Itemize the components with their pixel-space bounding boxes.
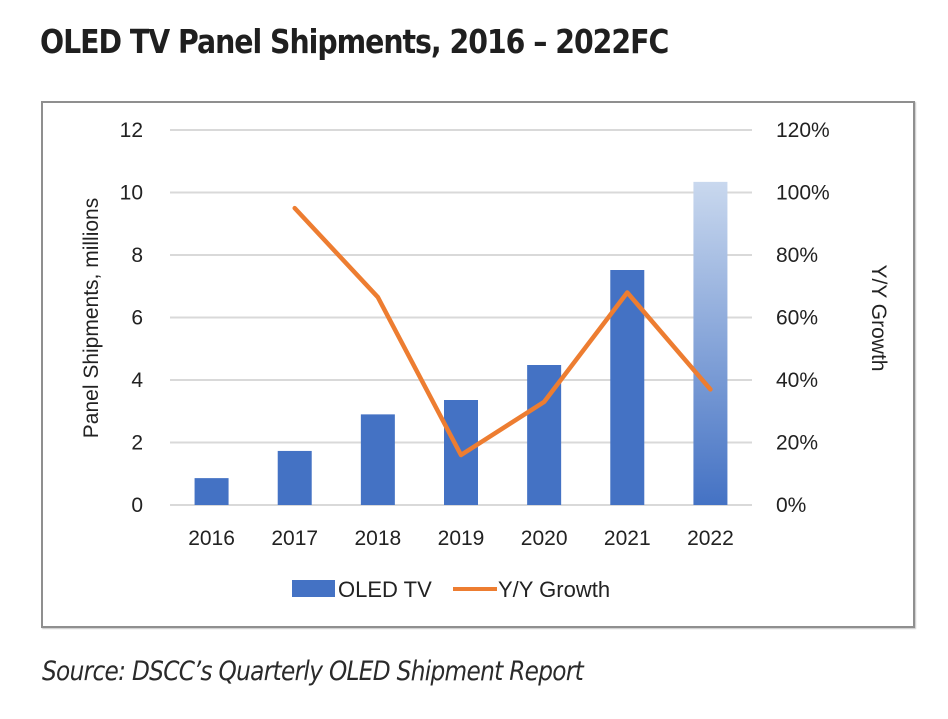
- source-caption: Source: DSCC’s Quarterly OLED Shipment R…: [42, 656, 584, 687]
- bar-2022: [693, 181, 728, 505]
- y-tick-label-right: 100%: [776, 182, 830, 205]
- y-axis-left-ticks: 0 2 4 6 8 10 12: [120, 119, 144, 517]
- y-tick-label-right: 0%: [776, 494, 806, 517]
- legend: OLED TV Y/Y Growth: [292, 577, 610, 602]
- legend-label-yy-growth: Y/Y Growth: [498, 577, 610, 602]
- y-tick-label-left: 4: [131, 369, 143, 392]
- y-tick-label-right: 120%: [776, 119, 830, 142]
- gridlines: [170, 129, 752, 506]
- line-yy-growth: [292, 205, 713, 458]
- bar-2016: [194, 478, 229, 505]
- y-axis-right-ticks: 0% 20% 40% 60% 80% 100% 120%: [776, 119, 830, 517]
- x-axis-ticks: 2016 2017 2018 2019 2020 2021 2022: [188, 527, 734, 550]
- x-tick-label: 2017: [271, 527, 318, 550]
- x-tick-label: 2022: [687, 527, 734, 550]
- chart-frame: [41, 101, 915, 628]
- legend-swatch-oled-tv: [292, 580, 335, 597]
- y-axis-left-title: Panel Shipments, millions: [80, 198, 103, 438]
- y-tick-label-right: 20%: [776, 432, 818, 455]
- line-series: [292, 205, 713, 458]
- bar-2017: [277, 450, 312, 505]
- y-axis-right-title: Y/Y Growth: [867, 265, 890, 372]
- x-tick-label: 2021: [604, 527, 651, 550]
- page-title: OLED TV Panel Shipments, 2016 – 2022FC: [40, 22, 669, 61]
- legend-label-oled-tv: OLED TV: [338, 577, 432, 602]
- y-tick-label-left: 8: [131, 244, 143, 267]
- y-tick-label-right: 80%: [776, 244, 818, 267]
- bar-series: [194, 181, 728, 505]
- x-tick-label: 2016: [188, 527, 235, 550]
- y-tick-label-left: 6: [131, 307, 143, 330]
- y-tick-label-left: 12: [120, 119, 143, 142]
- x-tick-label: 2019: [438, 527, 485, 550]
- y-tick-label-left: 2: [131, 432, 143, 455]
- y-tick-label-right: 40%: [776, 369, 818, 392]
- y-tick-label-right: 60%: [776, 307, 818, 330]
- x-tick-label: 2018: [354, 527, 401, 550]
- y-tick-label-left: 0: [131, 494, 143, 517]
- bar-2018: [360, 414, 395, 505]
- x-tick-label: 2020: [521, 527, 568, 550]
- y-tick-label-left: 10: [120, 182, 143, 205]
